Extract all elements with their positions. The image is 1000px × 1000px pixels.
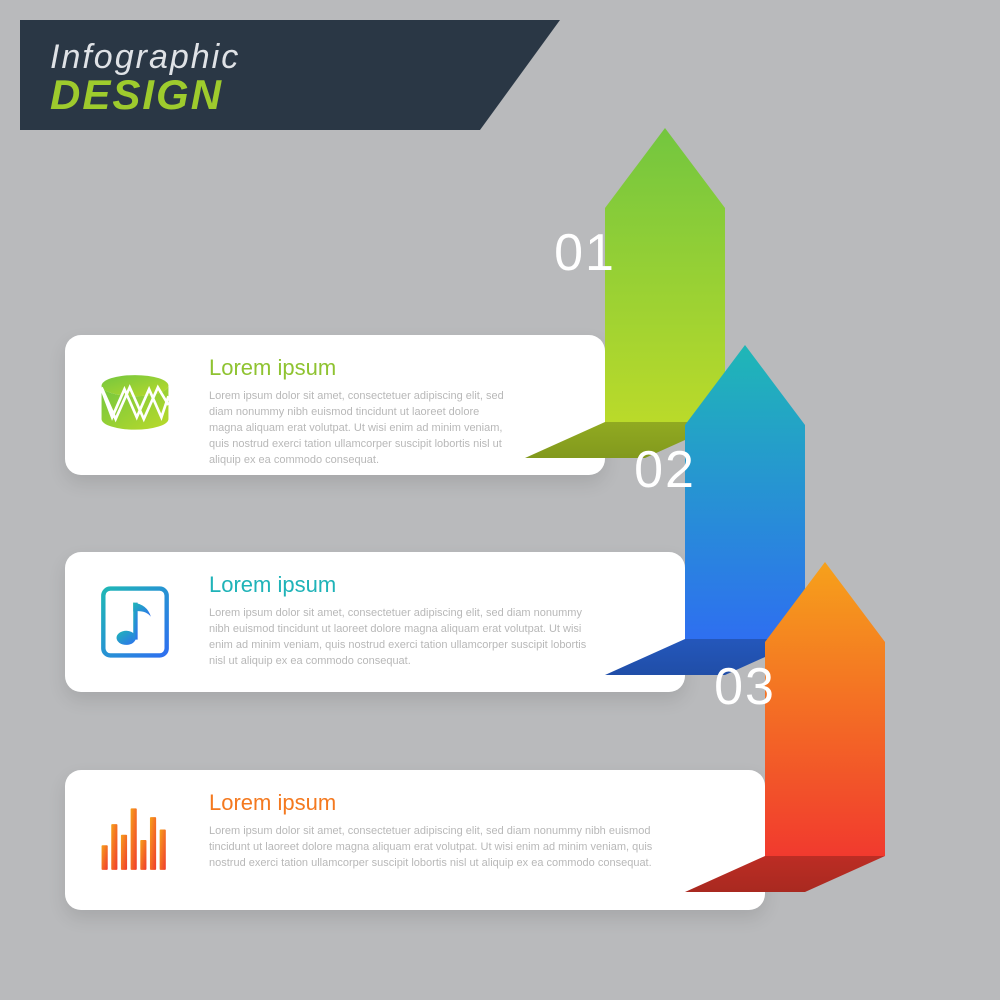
drum-icon: [65, 335, 205, 475]
info-card-3: Lorem ipsum Lorem ipsum dolor sit amet, c…: [65, 770, 765, 910]
card-text-3: Lorem ipsum Lorem ipsum dolor sit amet, c…: [205, 770, 765, 910]
card-heading-1: Lorem ipsum: [209, 355, 515, 381]
step-number-3: 03: [685, 657, 805, 717]
card-heading-2: Lorem ipsum: [209, 572, 595, 598]
card-body-2: Lorem ipsum dolor sit amet, consectetuer…: [209, 606, 595, 670]
card-body-3: Lorem ipsum dolor sit amet, consectetuer…: [209, 824, 675, 872]
music-note-icon: [65, 552, 205, 692]
card-body-1: Lorem ipsum dolor sit amet, consectetuer…: [209, 389, 515, 469]
info-card-2: Lorem ipsum Lorem ipsum dolor sit amet, c…: [65, 552, 685, 692]
step-number-1: 01: [525, 223, 645, 283]
equalizer-icon: [65, 770, 205, 910]
title-line-2: DESIGN: [50, 71, 530, 119]
infographic-stage: Infographic DESIGN Lorem ipsumLorem ipsu…: [0, 0, 1000, 1000]
info-card-1: Lorem ipsum Lorem ipsum dolor sit amet, c…: [65, 335, 605, 475]
card-heading-3: Lorem ipsum: [209, 790, 675, 816]
step-arrow-3: 03: [685, 562, 805, 892]
title-banner: Infographic DESIGN: [20, 20, 560, 130]
step-number-2: 02: [605, 440, 725, 500]
